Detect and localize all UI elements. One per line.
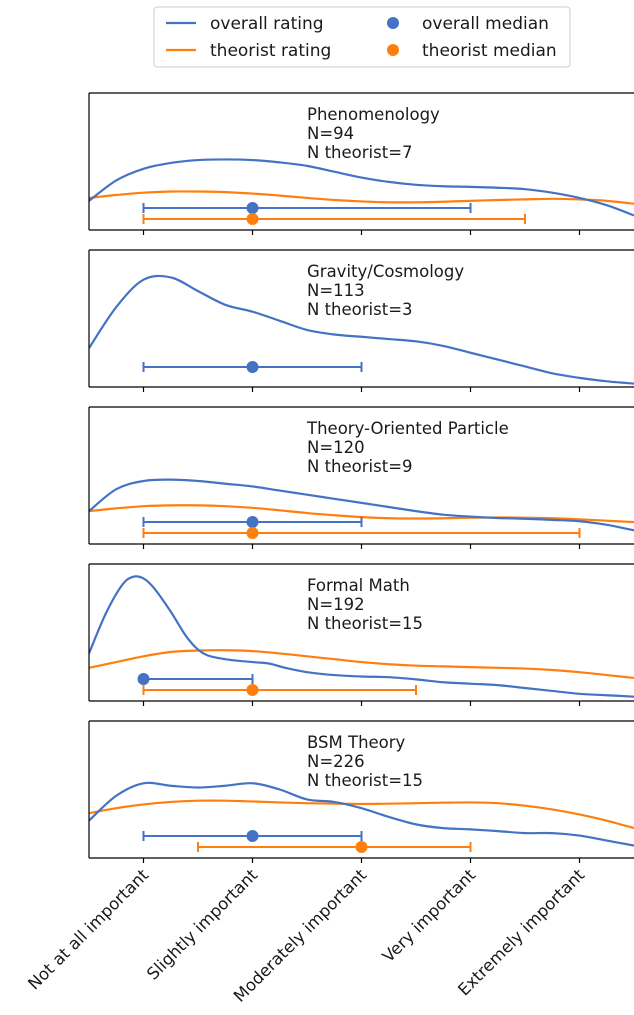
panel-1-theorist-density-line (89, 190, 634, 205)
panel-2-overall-density-line (89, 274, 634, 385)
panel-4-annotation-line-3: N theorist=15 (307, 614, 423, 633)
panel-3-theorist-median-marker (246, 527, 259, 539)
legend: overall rating overall median theorist r… (153, 6, 571, 68)
panel-3-overall-density-line (89, 478, 634, 532)
panel-2-annotation-line-2: N=113 (307, 281, 365, 300)
panel-3-annotation-line-2: N=120 (307, 438, 365, 457)
x-tick-label-1: Not at all important (24, 865, 152, 993)
panel-1-overall-median-marker (246, 202, 259, 214)
panel-5-annotation-line-1: BSM Theory (307, 733, 406, 752)
legend-box (153, 6, 571, 68)
panel-5-overall-density-line (89, 781, 634, 847)
panel-1-overall-density-line (89, 158, 634, 217)
panel-2-overall-median-marker (246, 361, 259, 373)
panel-4-annotation-line-1: Formal Math (307, 576, 410, 595)
panel-4-overall-median-marker (137, 673, 150, 685)
panel-3-annotation-line-3: N theorist=9 (307, 457, 413, 476)
panel-4-theorist-density-line (89, 649, 634, 680)
legend-overall-rating-label: overall rating (210, 14, 324, 34)
panel-5-theorist-density-line (89, 799, 634, 830)
panel-3-overall-median-marker (246, 516, 259, 528)
x-tick-label-5: Extremely important (454, 865, 588, 999)
legend-theorist-median-label: theorist median (422, 41, 557, 61)
panel-4-annotation-line-2: N=192 (307, 595, 365, 614)
panel-2-annotation-line-1: Gravity/Cosmology (307, 262, 464, 281)
panel-4-overall-density-line (89, 575, 634, 698)
panel-1-theorist-median-marker (246, 213, 259, 225)
x-tick-label-4: Very important (379, 865, 480, 966)
legend-overall-median-label: overall median (422, 14, 549, 34)
legend-theorist-rating-label: theorist rating (210, 41, 331, 61)
panel-4-theorist-median-marker (246, 684, 259, 696)
panel-1-annotation-line-3: N theorist=7 (307, 143, 413, 162)
legend-overall-median-marker (387, 17, 399, 29)
panel-3-annotation-line-1: Theory-Oriented Particle (306, 419, 509, 438)
panel-5-annotation-line-3: N theorist=15 (307, 771, 423, 790)
panel-1-annotation-line-1: Phenomenology (307, 105, 440, 124)
legend-theorist-median-marker (387, 44, 399, 56)
panel-5-overall-median-marker (246, 830, 259, 842)
panel-1-annotation-line-2: N=94 (307, 124, 354, 143)
panel-5-annotation-line-2: N=226 (307, 752, 365, 771)
panel-2-annotation-line-3: N theorist=3 (307, 300, 413, 319)
panel-5-theorist-median-marker (355, 841, 368, 853)
x-tick-label-2: Slightly important (143, 865, 262, 984)
